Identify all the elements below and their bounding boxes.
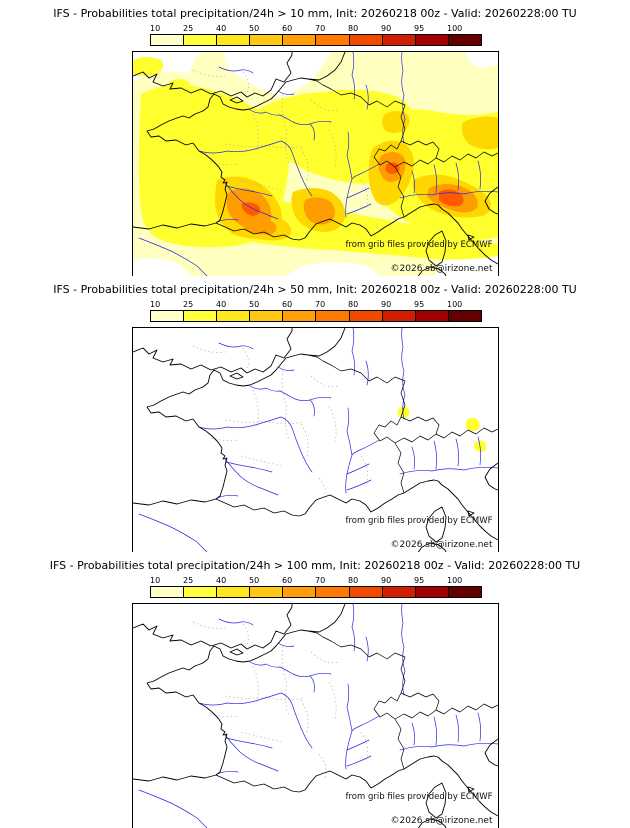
colorbar-gradient [150, 585, 482, 598]
colorbar-segment [184, 310, 218, 321]
colorbar-tick: 60 [282, 575, 293, 585]
colorbar-tick: 80 [348, 299, 359, 309]
colorbar-tick: 70 [315, 575, 326, 585]
colorbar-segment [448, 34, 481, 45]
colorbar-segment [382, 586, 416, 597]
colorbar-tick: 95 [414, 299, 425, 309]
colorbar-tick: 10 [150, 299, 161, 309]
colorbar-segment [151, 586, 185, 597]
colorbar-segment [448, 310, 481, 321]
colorbar-tick: 60 [282, 23, 293, 33]
colorbar-segment [349, 586, 383, 597]
colorbar-segment [283, 586, 317, 597]
colorbar-tick: 95 [414, 575, 425, 585]
colorbar-tick: 50 [249, 575, 260, 585]
colorbar-gradient [150, 309, 482, 322]
colorbar-segment [217, 310, 251, 321]
panel-precip-10mm: IFS - Probabilities total precipitation/… [0, 0, 630, 276]
colorbar-segment [349, 310, 383, 321]
colorbar-segment [316, 310, 350, 321]
colorbar-segment [151, 34, 185, 45]
colorbar-tick-labels: 10 25 40 50 60 70 80 90 95 100 [150, 24, 480, 34]
colorbar-segment [250, 310, 284, 321]
attribution-ecmwf: from grib files provided by ECMWF [345, 515, 493, 526]
colorbar-segment [316, 586, 350, 597]
attribution-copyright: ©2026 sb@irizone.net [390, 539, 493, 550]
colorbar-tick: 60 [282, 299, 293, 309]
colorbar-segment [151, 310, 185, 321]
colorbar-segment [250, 586, 284, 597]
colorbar-tick: 80 [348, 23, 359, 33]
colorbar: 10 25 40 50 60 70 80 90 95 100 [150, 300, 482, 322]
colorbar-tick: 100 [447, 575, 463, 585]
colorbar-tick: 50 [249, 299, 260, 309]
colorbar-segment [415, 310, 449, 321]
colorbar-segment [349, 34, 383, 45]
colorbar-segment [283, 310, 317, 321]
colorbar-tick: 50 [249, 23, 260, 33]
colorbar-segment [316, 34, 350, 45]
colorbar-tick: 40 [216, 299, 227, 309]
map-50mm: from grib files provided by ECMWF ©2026 … [131, 326, 499, 552]
colorbar-segment [283, 34, 317, 45]
colorbar-segment [217, 34, 251, 45]
colorbar-tick: 40 [216, 23, 227, 33]
colorbar-segment [250, 34, 284, 45]
colorbar-tick-labels: 10 25 40 50 60 70 80 90 95 100 [150, 576, 480, 586]
colorbar-segment [184, 34, 218, 45]
colorbar-tick: 95 [414, 23, 425, 33]
colorbar-tick: 25 [183, 575, 194, 585]
attribution-ecmwf: from grib files provided by ECMWF [345, 791, 493, 802]
colorbar-tick: 25 [183, 299, 194, 309]
attribution-copyright: ©2026 sb@irizone.net [390, 263, 493, 274]
panel-precip-50mm: IFS - Probabilities total precipitation/… [0, 276, 630, 552]
colorbar-segment [415, 586, 449, 597]
colorbar-segment [382, 310, 416, 321]
colorbar-tick: 40 [216, 575, 227, 585]
map-10mm: from grib files provided by ECMWF ©2026 … [131, 50, 499, 276]
colorbar-segment [184, 586, 218, 597]
panel-title: IFS - Probabilities total precipitation/… [53, 7, 577, 20]
colorbar-tick: 90 [381, 299, 392, 309]
panel-title: IFS - Probabilities total precipitation/… [49, 559, 581, 572]
colorbar-gradient [150, 33, 482, 46]
colorbar-tick: 80 [348, 575, 359, 585]
attribution-copyright: ©2026 sb@irizone.net [390, 815, 493, 826]
colorbar-tick: 10 [150, 23, 161, 33]
colorbar: 10 25 40 50 60 70 80 90 95 100 [150, 576, 482, 598]
colorbar-tick: 90 [381, 575, 392, 585]
colorbar-tick-labels: 10 25 40 50 60 70 80 90 95 100 [150, 300, 480, 310]
colorbar-tick: 90 [381, 23, 392, 33]
colorbar-tick: 25 [183, 23, 194, 33]
colorbar-tick: 100 [447, 23, 463, 33]
panel-title: IFS - Probabilities total precipitation/… [53, 283, 577, 296]
colorbar-segment [217, 586, 251, 597]
colorbar-tick: 10 [150, 575, 161, 585]
colorbar-segment [382, 34, 416, 45]
panel-precip-100mm: IFS - Probabilities total precipitation/… [0, 552, 630, 828]
map-100mm: from grib files provided by ECMWF ©2026 … [131, 602, 499, 828]
attribution-ecmwf: from grib files provided by ECMWF [345, 239, 493, 250]
colorbar-segment [448, 586, 481, 597]
colorbar: 10 25 40 50 60 70 80 90 95 100 [150, 24, 482, 46]
colorbar-segment [415, 34, 449, 45]
colorbar-tick: 70 [315, 299, 326, 309]
colorbar-tick: 70 [315, 23, 326, 33]
colorbar-tick: 100 [447, 299, 463, 309]
